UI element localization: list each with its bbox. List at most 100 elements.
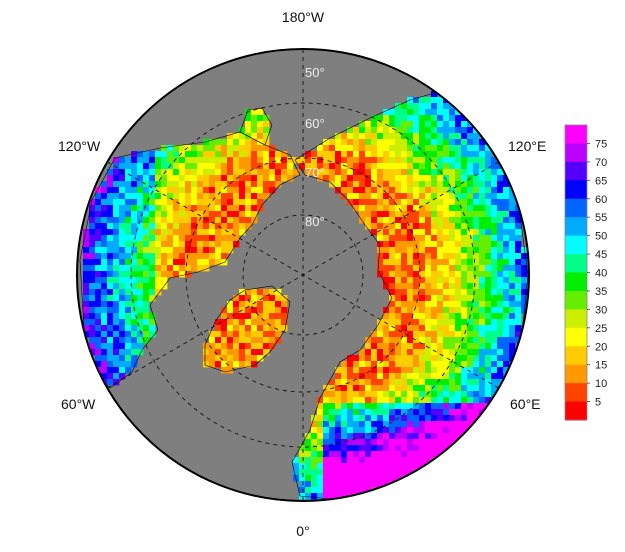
data-cell [347, 457, 354, 464]
data-cell [107, 175, 114, 182]
data-cell [503, 271, 510, 278]
data-cell [347, 451, 354, 458]
data-cell [497, 355, 504, 362]
data-cell [251, 115, 258, 122]
data-cell [167, 187, 174, 194]
data-cell [221, 337, 228, 344]
data-cell [491, 169, 498, 176]
data-cell [275, 319, 282, 326]
data-cell [233, 313, 240, 320]
data-cell [323, 469, 330, 476]
data-cell [161, 175, 168, 182]
data-cell [185, 229, 192, 236]
data-cell [401, 217, 408, 224]
data-cell [413, 361, 420, 368]
data-cell [323, 163, 330, 170]
data-cell [395, 115, 402, 122]
data-cell [95, 277, 102, 284]
data-cell [479, 175, 486, 182]
data-cell [143, 235, 150, 242]
data-cell [245, 211, 252, 218]
data-cell [401, 337, 408, 344]
data-cell [407, 103, 414, 110]
data-cell [371, 409, 378, 416]
data-cell [491, 367, 498, 374]
coastline [204, 285, 291, 373]
data-cell [389, 475, 396, 482]
data-cell [233, 193, 240, 200]
data-cell [497, 367, 504, 374]
data-cell [221, 349, 228, 356]
data-cell [227, 307, 234, 314]
data-cell [323, 439, 330, 446]
data-cell [425, 331, 432, 338]
data-cell [113, 265, 120, 272]
data-cell [485, 247, 492, 254]
data-cell [209, 349, 216, 356]
data-cell [137, 247, 144, 254]
data-cell [347, 475, 354, 482]
data-cell [395, 391, 402, 398]
data-cell [353, 385, 360, 392]
data-cell [221, 331, 228, 338]
data-cell [473, 343, 480, 350]
data-cell [347, 463, 354, 470]
data-cell [407, 217, 414, 224]
data-cell [167, 193, 174, 200]
data-cell [209, 217, 216, 224]
data-cell [167, 181, 174, 188]
data-cell [491, 199, 498, 206]
data-cell [491, 307, 498, 314]
data-cell [203, 361, 210, 368]
data-cell [443, 157, 450, 164]
data-cell [281, 163, 288, 170]
data-cell [389, 127, 396, 134]
data-cell [131, 169, 138, 176]
data-cell [479, 391, 486, 398]
data-cell [167, 229, 174, 236]
data-cell [383, 421, 390, 428]
data-cell [317, 415, 324, 422]
data-cell [329, 433, 336, 440]
data-cell [317, 427, 324, 434]
data-cell [407, 139, 414, 146]
data-cell [455, 373, 462, 380]
data-cell [455, 325, 462, 332]
data-cell [473, 271, 480, 278]
data-cell [461, 403, 468, 410]
data-cell [137, 181, 144, 188]
data-cell [311, 415, 318, 422]
data-cell [311, 481, 318, 488]
data-cell [167, 175, 174, 182]
data-cell [467, 241, 474, 248]
data-cell [491, 283, 498, 290]
data-cell [383, 439, 390, 446]
data-cell [419, 331, 426, 338]
data-cell [425, 157, 432, 164]
data-cell [371, 463, 378, 470]
data-cell [425, 373, 432, 380]
data-cell [443, 127, 450, 134]
data-cell [203, 235, 210, 242]
data-cell [371, 223, 378, 230]
data-cell [95, 343, 102, 350]
data-cell [377, 427, 384, 434]
data-cell [473, 187, 480, 194]
data-cell [467, 235, 474, 242]
data-cell [473, 373, 480, 380]
data-cell [461, 241, 468, 248]
data-cell [341, 415, 348, 422]
data-cell [197, 181, 204, 188]
data-cell [455, 187, 462, 194]
data-cell [509, 325, 516, 332]
data-cell [365, 439, 372, 446]
data-cell [473, 139, 480, 146]
data-cell [215, 235, 222, 242]
data-cell [479, 265, 486, 272]
data-cell [143, 337, 150, 344]
data-cell [473, 283, 480, 290]
data-cell [383, 229, 390, 236]
data-cell [473, 409, 480, 416]
data-cell [245, 289, 252, 296]
data-cell [443, 355, 450, 362]
